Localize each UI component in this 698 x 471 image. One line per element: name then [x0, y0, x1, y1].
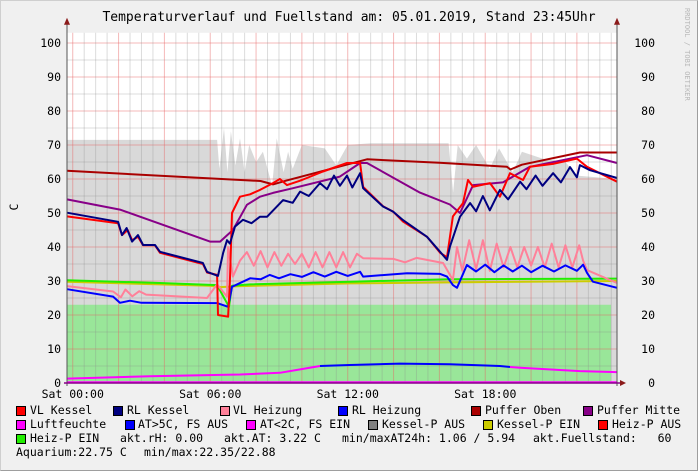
- aquarium-minmax-readout: min/max:22.35/22.88: [144, 445, 276, 459]
- series-at-5c-fs-aus: [319, 362, 511, 368]
- y-tick-label-right: 90: [641, 70, 655, 84]
- y-tick-label-left: 60: [47, 172, 61, 186]
- fuellstand-readout: akt.Fuellstand: 60: [533, 431, 672, 445]
- legend-swatch: [16, 434, 26, 444]
- legend-label: Heiz-P EIN: [30, 431, 100, 445]
- legend-label: AT>5C, FS AUS: [138, 417, 229, 431]
- legend-swatch: [583, 406, 593, 416]
- aquarium-readout: Aquarium:22.75 C: [16, 445, 127, 459]
- y-tick-label-right: 60: [641, 172, 655, 186]
- y-axis-label: C: [7, 203, 21, 210]
- y-tick-label-right: 30: [641, 274, 655, 288]
- legend-swatch: [113, 406, 123, 416]
- legend-swatch: [598, 420, 608, 430]
- x-tick-label: Sat 12:00: [317, 387, 379, 400]
- y-axis-arrow-icon: [64, 17, 70, 25]
- legend-label: Puffer Oben: [485, 403, 562, 417]
- legend-label: RL Kessel: [127, 403, 190, 417]
- legend-swatch: [368, 420, 378, 430]
- green_area: [67, 304, 611, 383]
- x-tick-label: Sat 18:00: [454, 387, 516, 400]
- y-tick-label-left: 10: [47, 342, 61, 356]
- series-puffer-oben: [66, 151, 617, 186]
- legend-label: RL Heizung: [352, 403, 422, 417]
- series-rl-kessel: [66, 164, 618, 277]
- y-tick-label-right: 10: [641, 342, 655, 356]
- legend-label: VL Kessel: [30, 403, 93, 417]
- legend-swatch: [16, 406, 26, 416]
- legend-swatch: [125, 420, 135, 430]
- legend-label: AT<2C, FS EIN: [260, 417, 351, 431]
- series-puffer-mitte: [66, 154, 618, 243]
- x-tick-label: Sat 00:00: [42, 387, 104, 400]
- y-tick-label-left: 70: [47, 138, 61, 152]
- minmax-at-readout: min/maxAT24h: 1.06 / 5.94: [342, 431, 516, 445]
- series-vl-heizung: [66, 239, 618, 299]
- watermark-text: RRDTOOL / TOBI OETIKER: [683, 8, 691, 102]
- legend-label: Heiz-P AUS: [612, 417, 682, 431]
- legend-swatch: [483, 420, 493, 430]
- y-tick-label-left: 20: [47, 308, 61, 322]
- legend-swatch: [246, 420, 256, 430]
- y-tick-label-left: 0: [54, 376, 61, 390]
- chart-title: Temperaturverlauf und Fuellstand am: 05.…: [102, 10, 595, 25]
- legend-label: Puffer Mitte: [597, 403, 681, 417]
- x-tick-label: Sat 06:00: [179, 387, 241, 400]
- y-tick-label-left: 30: [47, 274, 61, 288]
- y-tick-label-left: 90: [47, 70, 61, 84]
- y-tick-label-right: 80: [641, 104, 655, 118]
- x-axis-arrow-icon: [620, 380, 626, 386]
- legend-label: VL Heizung: [233, 403, 303, 417]
- y-tick-label-right: 0: [648, 376, 655, 390]
- series-rl-heizung: [66, 263, 618, 308]
- legend-label: Kessel-P EIN: [497, 417, 581, 431]
- legend-swatch: [16, 420, 26, 430]
- y-axis-arrow-icon: [614, 17, 620, 25]
- y-tick-label-right: 100: [634, 36, 655, 50]
- y-tick-label-left: 100: [40, 36, 61, 50]
- y-tick-label-left: 50: [47, 206, 61, 220]
- legend-swatch: [220, 406, 230, 416]
- y-tick-label-left: 40: [47, 240, 61, 254]
- series-at-2c-fs-ein: [509, 366, 618, 374]
- y-tick-label-right: 20: [641, 308, 655, 322]
- y-tick-label-right: 70: [641, 138, 655, 152]
- legend-label: Kessel-P AUS: [382, 417, 466, 431]
- akt-at-readout: akt.AT: 3.22 C: [224, 431, 321, 445]
- legend-swatch: [338, 406, 348, 416]
- legend-label: Luftfeuchte: [30, 417, 107, 431]
- chart: 0 0 10 10 20 20 30 30 40 40 50 50 60 60 70 70 80 80 90 90 10…: [7, 8, 691, 400]
- akt-rh-readout: akt.rH: 0.00: [120, 431, 204, 445]
- legend-swatch: [471, 406, 481, 416]
- series-at-2c-fs-ein: [66, 365, 321, 380]
- y-tick-label-left: 80: [47, 104, 61, 118]
- y-tick-label-right: 50: [641, 206, 655, 220]
- y-tick-label-right: 40: [641, 240, 655, 254]
